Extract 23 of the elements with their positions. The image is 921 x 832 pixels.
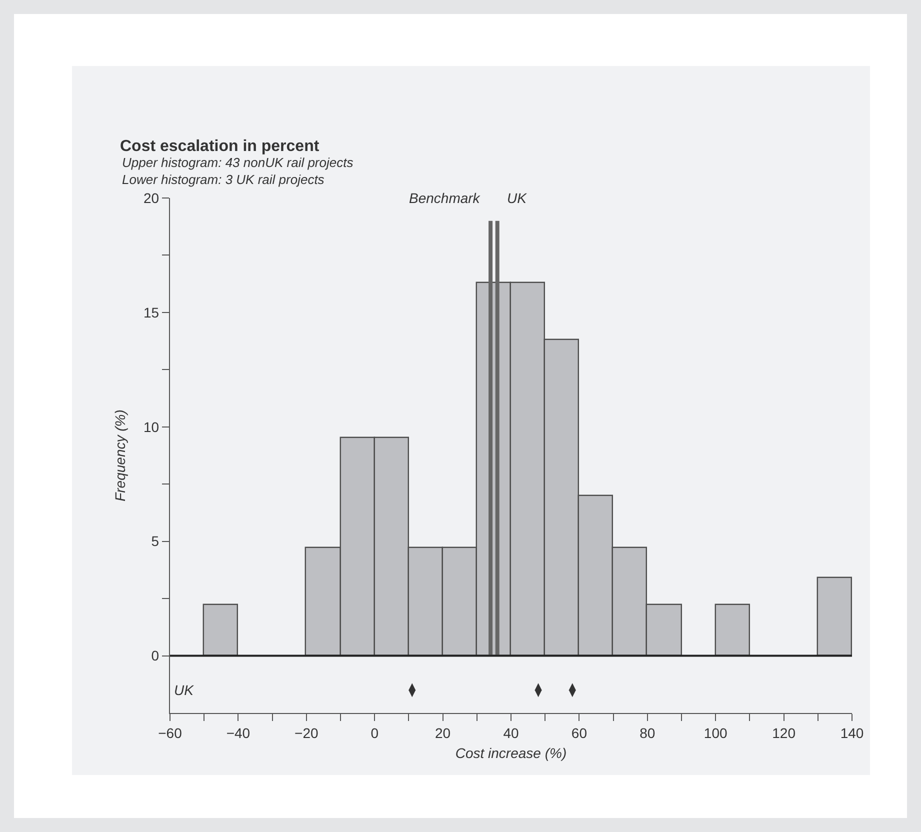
x-tick-label: 40 [503, 724, 519, 741]
y-tick-label: 0 [151, 648, 160, 664]
x-tick-label: 0 [370, 724, 379, 741]
x-tick-label: −40 [226, 724, 250, 741]
y-tick-label: 5 [151, 533, 160, 550]
x-tick-label: 80 [640, 724, 656, 741]
x-tick-label: −60 [158, 724, 182, 741]
chart-subtitle: Upper histogram: 43 nonUK rail projects Lower histogram: 3 UK rail projects [122, 155, 354, 187]
y-tick-label: 10 [144, 418, 160, 435]
text: UK [174, 682, 194, 698]
y-axis-title: Frequency (%) [112, 410, 128, 502]
chart-title: Cost escalation in percent [120, 138, 320, 156]
y-tick-label: 15 [144, 304, 160, 320]
x-tick-label: 60 [571, 724, 588, 741]
x-tick-label: 140 [840, 724, 864, 741]
ref-line-label: Benchmark [409, 190, 481, 206]
x-tick-label: 20 [435, 724, 451, 741]
ref-line-label: UK [507, 190, 528, 206]
x-tick-label: −20 [294, 724, 318, 741]
x-tick-label: 120 [772, 724, 796, 741]
x-axis-title: Cost increase (%) [455, 745, 567, 762]
x-tick-label: 100 [704, 724, 728, 741]
y-tick-label: 20 [144, 190, 160, 206]
